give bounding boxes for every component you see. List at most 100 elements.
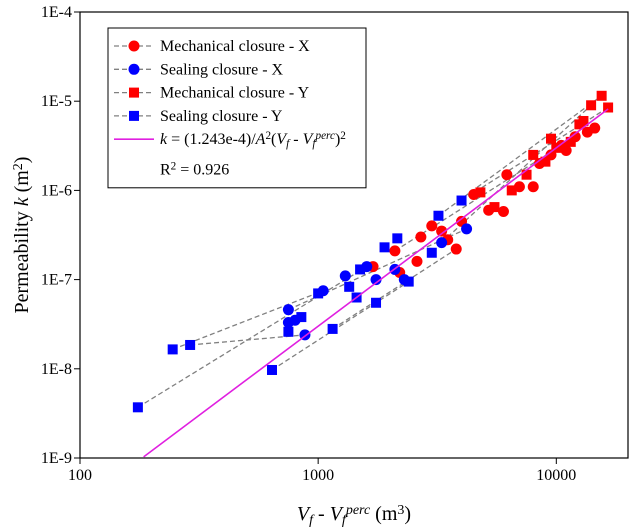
point — [596, 90, 607, 101]
legend-label-part: = (1.243e-4)/ — [167, 131, 256, 148]
point — [586, 100, 597, 111]
annotation-part: R — [160, 162, 171, 179]
point — [521, 169, 532, 180]
point — [436, 237, 448, 249]
y-axis-label-part: (m — [11, 170, 33, 198]
link-line — [271, 281, 410, 371]
x-axis-label: Vf - Vfperc (m3) — [297, 503, 411, 528]
point — [411, 255, 423, 267]
point — [426, 220, 438, 232]
legend-label-part: 2 — [340, 130, 346, 142]
y-tick-label: 1E-5 — [41, 93, 72, 110]
legend-label-part: perc — [314, 130, 334, 142]
point — [389, 245, 401, 257]
legend-label-part: Sealing closure - Y — [160, 108, 283, 125]
legend-label: Sealing closure - X — [160, 61, 284, 78]
point — [132, 402, 143, 413]
link-line — [332, 248, 457, 330]
legend-marker — [129, 87, 139, 98]
point — [426, 247, 437, 258]
legend-box — [107, 27, 367, 189]
point — [527, 181, 539, 193]
link-line — [172, 290, 324, 351]
x-axis-label-part: f — [342, 513, 348, 528]
plot-layer — [132, 90, 614, 458]
point — [167, 344, 178, 355]
point — [379, 242, 390, 253]
legend-marker — [129, 110, 139, 121]
point — [560, 145, 572, 157]
point — [501, 169, 513, 181]
point — [344, 281, 355, 292]
point — [296, 312, 307, 323]
annotation-part: = 0.926 — [176, 162, 229, 179]
x-axis-label-part: V — [330, 503, 345, 525]
legend-label-part: A — [255, 131, 266, 148]
point — [313, 288, 324, 299]
point — [589, 122, 601, 134]
legend-label-part: ) — [335, 131, 340, 148]
y-tick-label: 1E-8 — [41, 361, 72, 378]
x-axis-label-part: - — [313, 503, 330, 525]
point — [370, 274, 382, 286]
point — [355, 264, 366, 275]
y-axis-label-part: 2 — [11, 163, 26, 170]
legend-label-part: f — [286, 138, 291, 150]
legend-label-part: Mechanical closure - X — [160, 38, 310, 55]
legend-label: Mechanical closure - Y — [160, 85, 310, 102]
y-tick-label: 1E-7 — [41, 272, 72, 289]
y-axis-label-part: Permeability — [11, 206, 33, 313]
point — [578, 115, 589, 126]
point — [415, 231, 427, 243]
point — [266, 364, 277, 375]
point — [528, 149, 539, 160]
y-tick-label: 1E-6 — [41, 182, 72, 199]
legend-label-part: f — [312, 138, 317, 150]
point — [565, 136, 576, 147]
x-axis-label-part: V — [297, 503, 312, 525]
point — [327, 323, 338, 334]
legend-label-part: Mechanical closure - Y — [160, 85, 310, 102]
point — [461, 223, 473, 235]
point — [506, 185, 517, 196]
annotation: R2 = 0.926 — [160, 161, 229, 179]
x-tick-label: 10000 — [536, 467, 576, 484]
legend-label-part: V — [276, 131, 288, 148]
legend-label: k = (1.243e-4)/A2(Vf - Vfperc)2 — [160, 130, 346, 150]
point — [497, 206, 509, 218]
link-line — [137, 266, 368, 408]
legend-label-part: - — [289, 131, 302, 148]
legend-label-part: Sealing closure - X — [160, 61, 284, 78]
y-axis-label-part: ) — [11, 157, 33, 164]
point — [185, 339, 196, 350]
y-tick-label: 1E-4 — [41, 4, 72, 21]
y-axis-label-part: k — [11, 196, 33, 206]
point — [282, 304, 294, 316]
point — [339, 270, 351, 282]
point — [433, 210, 444, 221]
annotation-part: 2 — [171, 161, 177, 173]
legend-label-part: V — [303, 131, 315, 148]
x-axis-label-part: ) — [404, 503, 411, 525]
legend-label-part: 2 — [265, 130, 271, 142]
legend-label: Mechanical closure - X — [160, 38, 310, 55]
x-axis-label-part: f — [309, 513, 315, 528]
plot-frame — [79, 11, 629, 459]
y-tick-label: 1E-9 — [41, 450, 72, 467]
point — [436, 225, 448, 237]
point — [475, 187, 486, 198]
point — [371, 297, 382, 308]
legend-label-part: ( — [271, 131, 276, 148]
fit-line — [143, 108, 609, 458]
point — [546, 133, 557, 144]
point — [403, 276, 414, 287]
point — [283, 326, 294, 337]
y-axis-label: Permeability k (m2) — [11, 157, 33, 314]
legend-label: Sealing closure - Y — [160, 108, 283, 125]
legend-marker — [128, 63, 140, 75]
point — [456, 195, 467, 206]
point — [603, 102, 614, 113]
x-axis-label-part: perc — [345, 503, 371, 518]
legend-marker — [128, 40, 140, 52]
